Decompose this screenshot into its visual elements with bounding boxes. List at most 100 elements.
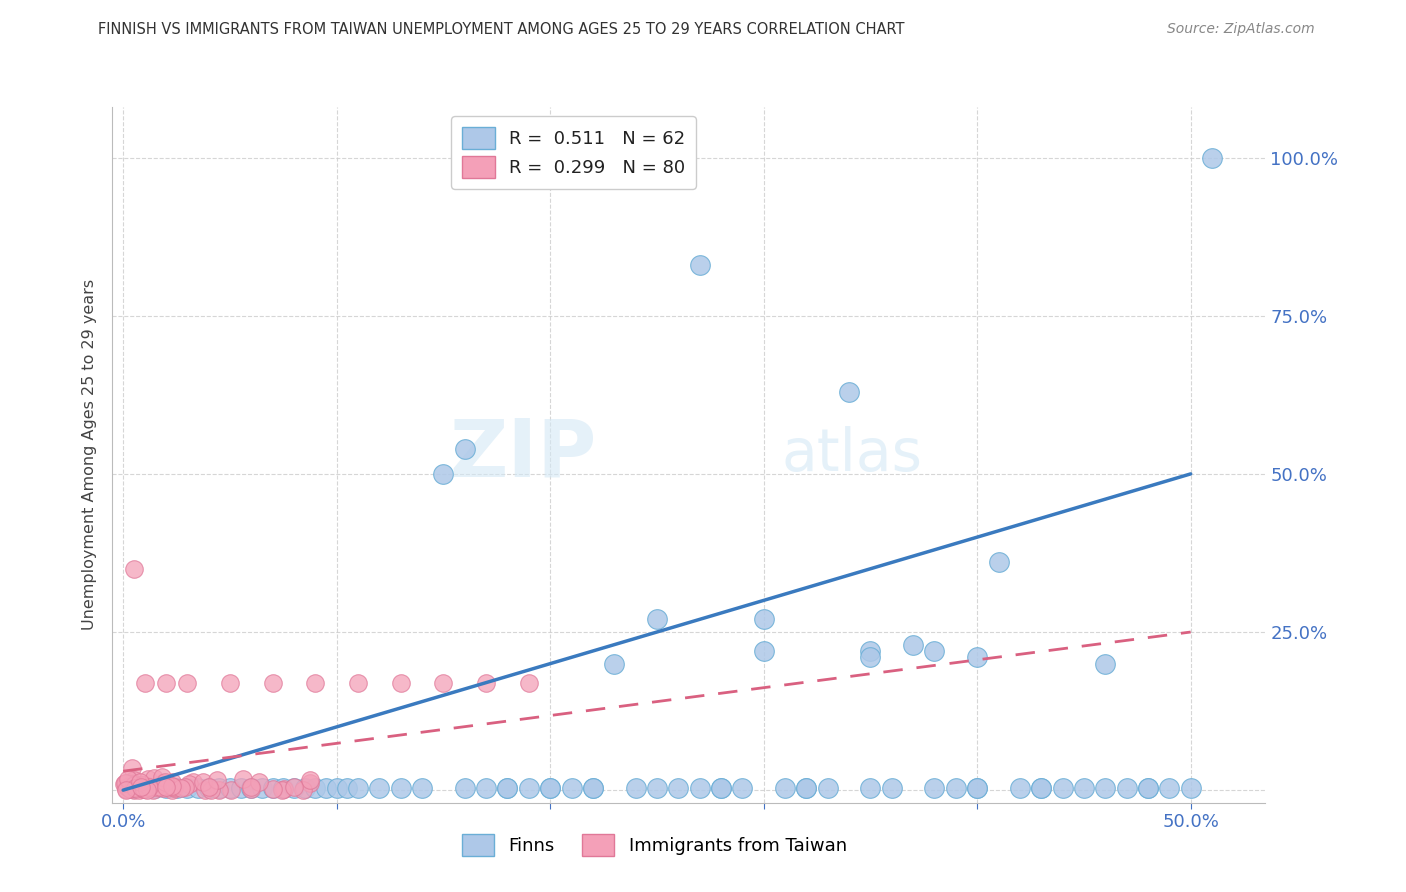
Point — [475, 781, 498, 796]
Point — [315, 781, 337, 796]
Point — [163, 781, 186, 796]
Point — [191, 775, 214, 789]
Text: atlas: atlas — [782, 426, 922, 483]
Point — [475, 675, 498, 690]
Point — [207, 773, 229, 788]
Point — [294, 781, 316, 796]
Point — [966, 650, 988, 665]
Point — [1136, 781, 1159, 796]
Point — [389, 675, 412, 690]
Point — [129, 780, 152, 794]
Point — [945, 781, 967, 796]
Point — [454, 781, 477, 796]
Point — [796, 781, 818, 796]
Point — [817, 781, 839, 796]
Point — [155, 781, 177, 796]
Point — [262, 675, 284, 690]
Point — [560, 781, 582, 796]
Point — [183, 775, 205, 789]
Point — [796, 781, 818, 796]
Y-axis label: Unemployment Among Ages 25 to 29 years: Unemployment Among Ages 25 to 29 years — [82, 279, 97, 631]
Point — [838, 384, 860, 399]
Point — [131, 781, 153, 796]
Point — [1094, 781, 1116, 796]
Point — [115, 782, 138, 797]
Point — [114, 776, 136, 790]
Point — [114, 775, 136, 789]
Point — [187, 781, 209, 796]
Point — [603, 657, 626, 671]
Point — [304, 781, 326, 796]
Point — [250, 781, 273, 796]
Point — [219, 783, 242, 797]
Point — [325, 781, 347, 796]
Point — [121, 761, 143, 775]
Point — [859, 650, 882, 665]
Point — [262, 782, 284, 797]
Point — [143, 771, 166, 785]
Point — [166, 781, 188, 796]
Point — [132, 782, 155, 797]
Point — [152, 781, 174, 796]
Point — [176, 781, 198, 796]
Point — [145, 780, 167, 794]
Point — [122, 562, 145, 576]
Point — [232, 772, 254, 786]
Point — [368, 781, 391, 796]
Point — [454, 442, 477, 456]
Point — [162, 780, 184, 794]
Point — [901, 638, 924, 652]
Point — [120, 776, 142, 790]
Point — [1094, 657, 1116, 671]
Point — [197, 781, 219, 796]
Point — [987, 556, 1010, 570]
Point — [689, 781, 711, 796]
Point — [134, 781, 156, 796]
Point — [131, 778, 153, 792]
Point — [1201, 151, 1223, 165]
Legend: Finns, Immigrants from Taiwan: Finns, Immigrants from Taiwan — [454, 827, 855, 863]
Point — [128, 782, 150, 797]
Point — [160, 779, 183, 793]
Text: Source: ZipAtlas.com: Source: ZipAtlas.com — [1167, 22, 1315, 37]
Point — [432, 675, 454, 690]
Point — [1031, 781, 1053, 796]
Point — [197, 780, 219, 794]
Point — [773, 781, 796, 796]
Point — [117, 772, 139, 786]
Point — [666, 781, 689, 796]
Text: FINNISH VS IMMIGRANTS FROM TAIWAN UNEMPLOYMENT AMONG AGES 25 TO 29 YEARS CORRELA: FINNISH VS IMMIGRANTS FROM TAIWAN UNEMPL… — [98, 22, 905, 37]
Point — [131, 778, 153, 792]
Point — [1031, 781, 1053, 796]
Point — [149, 780, 172, 795]
Point — [966, 781, 988, 796]
Point — [966, 781, 988, 796]
Point — [1052, 781, 1074, 796]
Point — [1180, 781, 1202, 796]
Point — [924, 644, 946, 658]
Point — [117, 781, 139, 796]
Point — [120, 781, 142, 796]
Point — [122, 780, 145, 794]
Point — [121, 775, 143, 789]
Point — [347, 781, 370, 796]
Point — [1136, 781, 1159, 796]
Point — [124, 777, 146, 791]
Point — [129, 774, 152, 789]
Point — [880, 781, 903, 796]
Point — [155, 675, 177, 690]
Point — [136, 772, 159, 786]
Point — [347, 675, 370, 690]
Point — [177, 777, 200, 791]
Text: ZIP: ZIP — [450, 416, 596, 494]
Point — [710, 781, 733, 796]
Point — [125, 780, 148, 795]
Point — [304, 675, 326, 690]
Point — [432, 467, 454, 481]
Point — [624, 781, 647, 796]
Point — [292, 782, 315, 797]
Point — [170, 781, 193, 796]
Point — [752, 612, 775, 626]
Point — [924, 781, 946, 796]
Point — [219, 675, 242, 690]
